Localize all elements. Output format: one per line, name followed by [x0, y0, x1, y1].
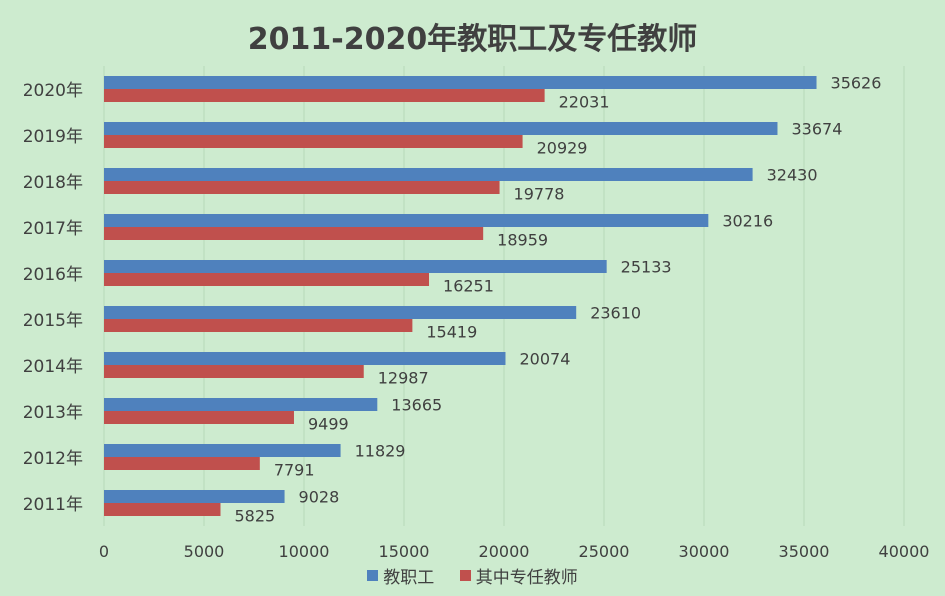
data-label: 30216	[722, 212, 773, 231]
bar-series-1	[104, 306, 577, 319]
data-label: 23610	[590, 304, 641, 323]
bar-series-1	[104, 168, 753, 181]
data-label: 18959	[497, 231, 548, 250]
data-label: 20929	[537, 139, 588, 158]
bar-series-2	[104, 319, 413, 332]
legend-swatch-series-1	[367, 570, 379, 581]
x-tick-label: 5000	[184, 542, 225, 561]
bar-series-1	[104, 214, 709, 227]
y-tick-label: 2016年	[23, 265, 83, 285]
x-tick-label: 15000	[379, 542, 430, 561]
x-tick-label: 10000	[279, 542, 330, 561]
data-label: 25133	[621, 258, 672, 277]
bar-series-1	[104, 490, 285, 503]
legend-label-series-1: 教职工	[383, 568, 435, 588]
bar-series-2	[104, 273, 430, 286]
bar-series-2	[104, 181, 500, 194]
bar-series-2	[104, 89, 545, 102]
y-tick-label: 2017年	[23, 219, 83, 239]
legend-swatch-series-2	[459, 570, 471, 581]
bar-series-1	[104, 260, 607, 273]
data-label: 9499	[308, 415, 349, 434]
x-tick-label: 25000	[579, 542, 630, 561]
x-tick-label: 35000	[779, 542, 830, 561]
bar-series-1	[104, 122, 778, 135]
bar-series-1	[104, 76, 817, 89]
bar-series-1	[104, 398, 378, 411]
data-label: 11829	[355, 442, 406, 461]
data-label: 19778	[514, 185, 565, 204]
data-label: 9028	[299, 488, 340, 507]
bar-series-2	[104, 457, 260, 470]
chart-title: 2011-2020年教职工及专任教师	[247, 22, 698, 57]
data-label: 15419	[426, 323, 477, 342]
bar-series-2	[104, 227, 484, 240]
bar-series-2	[104, 135, 523, 148]
x-tick-label: 0	[99, 542, 109, 561]
data-label: 16251	[443, 277, 494, 296]
y-tick-label: 2012年	[23, 449, 83, 469]
data-label: 35626	[831, 74, 882, 93]
bar-series-2	[104, 365, 364, 378]
y-tick-label: 2020年	[23, 81, 83, 101]
data-label: 5825	[235, 507, 276, 526]
y-tick-label: 2011年	[23, 495, 83, 515]
legend-label-series-2: 其中专任教师	[475, 568, 578, 588]
x-tick-label: 40000	[879, 542, 930, 561]
data-label: 20074	[519, 350, 570, 369]
legend-item-series-1: 教职工	[367, 563, 434, 588]
x-tick-label: 20000	[479, 542, 530, 561]
bar-series-2	[104, 411, 294, 424]
y-tick-label: 2014年	[23, 357, 83, 377]
data-label: 33674	[791, 120, 842, 139]
data-label: 13665	[391, 396, 442, 415]
y-tick-label: 2018年	[23, 173, 83, 193]
bar-series-1	[104, 444, 341, 457]
data-label: 7791	[274, 461, 315, 480]
data-label: 32430	[767, 166, 818, 185]
legend: 教职工 其中专任教师	[0, 563, 945, 588]
data-label: 12987	[378, 369, 429, 388]
y-tick-label: 2015年	[23, 311, 83, 331]
bar-series-2	[104, 503, 221, 516]
y-tick-label: 2013年	[23, 403, 83, 423]
bar-series-1	[104, 352, 506, 365]
x-tick-label: 30000	[679, 542, 730, 561]
data-label: 22031	[559, 93, 610, 112]
legend-item-series-2: 其中专任教师	[459, 563, 578, 588]
y-tick-label: 2019年	[23, 127, 83, 147]
